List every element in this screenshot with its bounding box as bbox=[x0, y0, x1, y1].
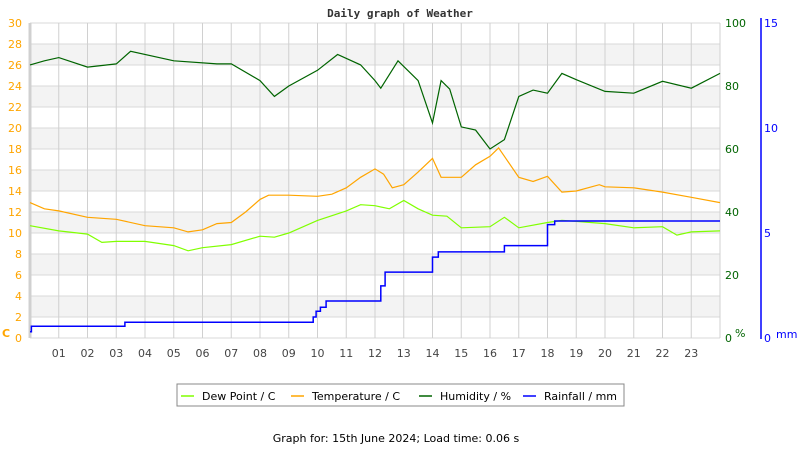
left-tick-label: 12 bbox=[8, 206, 22, 219]
left-tick-label: 4 bbox=[15, 290, 22, 303]
x-tick-label: 13 bbox=[397, 347, 411, 360]
x-tick-label: 14 bbox=[426, 347, 440, 360]
right-tick-label: 100 bbox=[725, 17, 746, 30]
series-line-humidity bbox=[29, 50, 721, 150]
legend-entry: Dew Point / C bbox=[202, 390, 276, 403]
left-tick-label: 14 bbox=[8, 185, 22, 198]
left-tick-label: 0 bbox=[15, 332, 22, 345]
footer-text: Graph for: 15th June 2024; Load time: 0.… bbox=[273, 432, 520, 445]
series-line-temperature bbox=[29, 146, 721, 233]
left-tick-label: 22 bbox=[8, 101, 22, 114]
right-tick-label: 80 bbox=[725, 80, 739, 93]
x-tick-label: 20 bbox=[598, 347, 612, 360]
rain-tick-label: 5 bbox=[764, 227, 771, 240]
left-tick-label: 16 bbox=[8, 164, 22, 177]
series-line-dew bbox=[29, 199, 721, 252]
legend-box bbox=[176, 383, 625, 407]
x-tick-label: 17 bbox=[512, 347, 526, 360]
x-tick-label: 15 bbox=[454, 347, 468, 360]
right-tick-label: 0 bbox=[725, 332, 732, 345]
left-tick-label: 2 bbox=[15, 311, 22, 324]
x-tick-label: 02 bbox=[81, 347, 95, 360]
x-tick-label: 09 bbox=[282, 347, 296, 360]
right-tick-label: 20 bbox=[725, 269, 739, 282]
left-tick-label: 6 bbox=[15, 269, 22, 282]
x-tick-label: 18 bbox=[541, 347, 555, 360]
legend-entry: Rainfall / mm bbox=[544, 390, 617, 403]
series-line-rainfall bbox=[30, 220, 720, 333]
x-tick-label: 12 bbox=[368, 347, 382, 360]
left-tick-label: 28 bbox=[8, 38, 22, 51]
rain-tick-label: 0 bbox=[764, 332, 771, 345]
right-axis-label: % bbox=[735, 327, 745, 340]
left-tick-label: 20 bbox=[8, 122, 22, 135]
x-tick-label: 23 bbox=[684, 347, 698, 360]
legend: Dew Point / C Temperature / C Humidity / %… bbox=[176, 383, 625, 407]
x-tick-label: 06 bbox=[196, 347, 210, 360]
left-tick-label: 26 bbox=[8, 59, 22, 72]
x-tick-label: 10 bbox=[311, 347, 325, 360]
left-tick-label: 24 bbox=[8, 80, 22, 93]
x-tick-label: 11 bbox=[339, 347, 353, 360]
rain-axis-label: mm bbox=[776, 328, 797, 341]
left-tick-label: 30 bbox=[8, 17, 22, 30]
grid-lines bbox=[28, 22, 721, 339]
x-tick-label: 01 bbox=[52, 347, 66, 360]
left-axis-label: C bbox=[2, 327, 10, 340]
left-tick-label: 8 bbox=[15, 248, 22, 261]
rain-tick-label: 10 bbox=[764, 122, 778, 135]
x-tick-label: 22 bbox=[656, 347, 670, 360]
rain-tick-label: 15 bbox=[764, 17, 778, 30]
left-tick-label: 10 bbox=[8, 227, 22, 240]
x-tick-label: 19 bbox=[569, 347, 583, 360]
legend-entry: Humidity / % bbox=[440, 390, 511, 403]
x-tick-label: 16 bbox=[483, 347, 497, 360]
chart-title: Daily graph of Weather bbox=[327, 7, 473, 20]
right-tick-label: 60 bbox=[725, 143, 739, 156]
right-tick-label: 40 bbox=[725, 206, 739, 219]
x-tick-label: 03 bbox=[109, 347, 123, 360]
legend-entry: Temperature / C bbox=[311, 390, 400, 403]
x-tick-label: 21 bbox=[627, 347, 641, 360]
x-tick-label: 08 bbox=[253, 347, 267, 360]
x-tick-label: 04 bbox=[138, 347, 152, 360]
series-lines bbox=[29, 50, 721, 333]
left-tick-label: 18 bbox=[8, 143, 22, 156]
x-tick-label: 05 bbox=[167, 347, 181, 360]
x-tick-label: 07 bbox=[224, 347, 238, 360]
